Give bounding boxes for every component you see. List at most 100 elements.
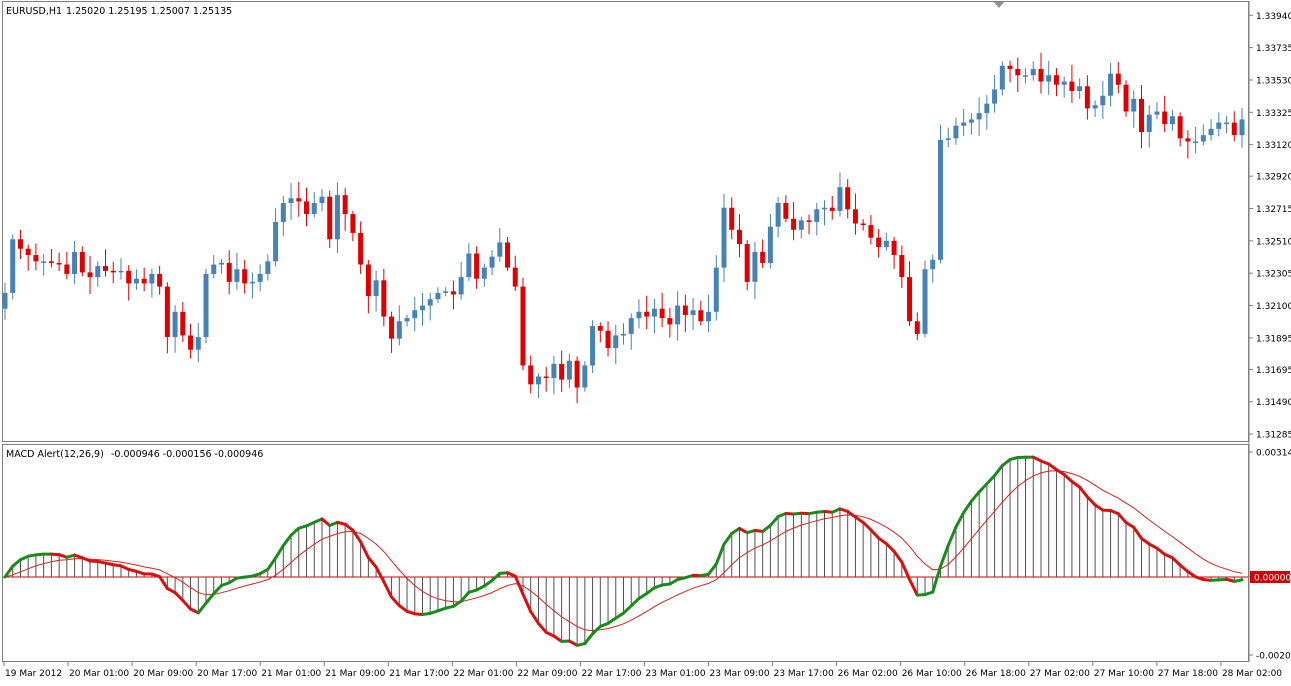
candle-body [1201,135,1206,141]
candle-body [961,123,966,126]
candle-body [358,233,363,265]
macd-axis-label: -0.00203 [1256,652,1291,662]
candle-body [799,220,804,229]
macd-main-line-segment [716,544,724,564]
candle-body [435,293,440,299]
macd-main-line-segment [283,535,291,545]
macd-main-line-segment [183,600,191,609]
macd-current-value-label: 0.00000 [1254,574,1291,584]
candle-body [1170,116,1175,124]
macd-main-line-segment [631,599,639,606]
candle-body [652,309,657,317]
candle-body [466,253,471,277]
candle-body [992,89,997,103]
macd-main-line-segment [971,492,979,501]
candle-body [296,198,301,201]
candle-body [26,249,31,255]
price-axis-label: 1.31695 [1256,366,1291,376]
candle-body [1147,115,1152,132]
chart-shift-marker[interactable] [994,2,1004,8]
candle-body [868,225,873,238]
candle-body [977,113,982,119]
macd-main-line-segment [1087,497,1095,505]
symbol-label: EURUSD,H1 [6,6,62,17]
candle-body [1015,69,1020,75]
candle-body [103,266,108,271]
candle-body [1162,112,1167,125]
candle-body [660,309,665,318]
time-axis-label: 21 Mar 09:00 [325,669,385,679]
candle-body [265,261,270,274]
macd-main-line-segment [291,528,299,535]
candle-body [629,318,634,334]
time-axis-label: 26 Mar 10:00 [902,669,962,679]
macd-main-line-segment [863,522,871,529]
candle-body [41,261,46,263]
candle-body [149,274,154,283]
candle-body [273,222,278,261]
candle-body [10,239,15,293]
candle-body [381,280,386,316]
candle-body [350,214,355,233]
candle-body [1209,129,1214,135]
macd-panel-frame [3,445,1249,662]
candle-body [134,279,139,284]
candle-body [64,265,69,274]
time-axis-label: 19 Mar 2012 [5,669,62,679]
candle-body [513,268,518,287]
candle-body [1077,86,1082,91]
price-axis-label: 1.33530 [1256,76,1291,86]
candle-body [165,287,170,337]
candle-body [95,266,100,277]
time-axis-label: 26 Mar 18:00 [966,669,1026,679]
macd-main-line-segment [871,530,879,538]
candle-body [1154,112,1159,115]
candle-body [451,291,456,294]
price-axis-label: 1.33325 [1256,109,1291,119]
candle-body [745,244,750,282]
candle-body [938,140,943,260]
time-axis-label: 23 Mar 01:00 [646,669,706,679]
candle-body [559,364,564,380]
price-axis-label: 1.32715 [1256,205,1291,215]
candle-body [752,252,757,282]
macd-main-line-segment [1234,580,1242,582]
time-axis-label: 28 Mar 02:00 [1222,669,1282,679]
candle-body [567,361,572,380]
candle-body [343,195,348,214]
time-axis-label: 20 Mar 09:00 [133,669,193,679]
candle-body [1000,66,1005,90]
candle-body [575,361,580,388]
candle-body [582,365,587,387]
candle-body [783,203,788,219]
macd-main-line-segment [175,593,183,601]
candle-body [845,187,850,209]
time-axis-label: 20 Mar 01:00 [69,669,129,679]
candle-body [544,376,549,378]
candle-body [722,208,727,268]
candle-body [1232,123,1237,136]
candle-body [428,299,433,305]
candle-body [621,334,626,336]
time-axis-label: 22 Mar 01:00 [453,669,513,679]
candle-body [405,318,410,321]
candle-body [1216,123,1221,129]
candle-body [1008,66,1013,69]
candle-body [366,265,371,297]
candle-body [1108,74,1113,96]
candle-body [505,242,510,267]
candle-body [853,209,858,223]
candle-body [142,279,147,284]
macd-main-line-segment [1172,558,1180,565]
candle-body [1054,75,1059,84]
time-axis-label: 27 Mar 18:00 [1158,669,1218,679]
candle-body [234,269,239,282]
candle-body [984,104,989,113]
candle-body [691,310,696,315]
macd-main-line-segment [940,546,948,567]
candle-body [412,310,417,318]
time-axis-label: 22 Mar 09:00 [517,669,577,679]
